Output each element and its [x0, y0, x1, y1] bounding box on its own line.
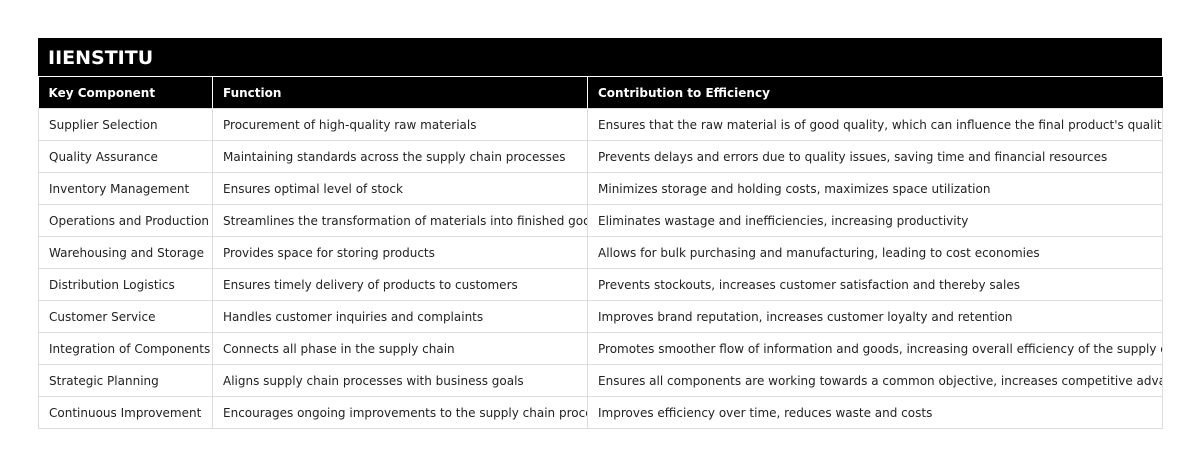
table-cell: Ensures optimal level of stock [212, 172, 588, 205]
table-row: Integration of Components Connects all ph… [38, 332, 1163, 365]
table-row: Supplier Selection Procurement of high-qu… [38, 108, 1163, 141]
table-cell: Strategic Planning [38, 364, 213, 397]
table: Key Component Function Contribution to Eff… [38, 77, 1163, 429]
table-row: Warehousing and Storage Provides space fo… [38, 236, 1163, 269]
table-cell: Inventory Management [38, 172, 213, 205]
table-cell: Streamlines the transformation of materi… [212, 204, 588, 237]
table-cell: Procurement of high-quality raw material… [212, 108, 588, 141]
table-cell: Handles customer inquiries and complaint… [212, 300, 588, 333]
table-cell: Operations and Production [38, 204, 213, 237]
table-cell: Minimizes storage and holding costs, max… [587, 172, 1163, 205]
table-row: Strategic Planning Aligns supply chain pr… [38, 364, 1163, 397]
table-card: IIENSTITU Key Component Function Contribut… [38, 38, 1163, 429]
table-cell: Provides space for storing products [212, 236, 588, 269]
table-cell: Quality Assurance [38, 140, 213, 173]
table-row: Distribution Logistics Ensures timely del… [38, 268, 1163, 301]
table-cell: Improves efficiency over time, reduces w… [587, 396, 1163, 429]
table-cell: Warehousing and Storage [38, 236, 213, 269]
table-cell: Customer Service [38, 300, 213, 333]
table-row: Customer Service Handles customer inquiri… [38, 300, 1163, 333]
table-row: Inventory Management Ensures optimal leve… [38, 172, 1163, 205]
table-cell: Improves brand reputation, increases cus… [587, 300, 1163, 333]
table-cell: Allows for bulk purchasing and manufactu… [587, 236, 1163, 269]
table-row: Operations and Production Streamlines the… [38, 204, 1163, 237]
table-cell: Connects all phase in the supply chain [212, 332, 588, 365]
table-cell: Promotes smoother flow of information an… [587, 332, 1163, 365]
brand: IIENSTITU [38, 38, 1162, 77]
table-cell: Ensures that the raw material is of good… [587, 108, 1163, 141]
table-cell: Maintaining standards across the supply … [212, 140, 588, 173]
table-cell: Supplier Selection [38, 108, 213, 141]
column-header: Key Component [38, 77, 213, 109]
table-cell: Integration of Components [38, 332, 213, 365]
table-cell: Aligns supply chain processes with busin… [212, 364, 588, 397]
column-header: Contribution to Efficiency [587, 77, 1163, 109]
column-header: Function [212, 77, 588, 109]
table-cell: Encourages ongoing improvements to the s… [212, 396, 588, 429]
table-body: Supplier Selection Procurement of high-qu… [38, 108, 1163, 429]
table-row: Quality Assurance Maintaining standards a… [38, 140, 1163, 173]
table-row: Continuous Improvement Encourages ongoing… [38, 396, 1163, 429]
table-cell: Prevents stockouts, increases customer s… [587, 268, 1163, 301]
table-cell: Distribution Logistics [38, 268, 213, 301]
table-cell: Eliminates wastage and inefficiencies, i… [587, 204, 1163, 237]
table-cell: Prevents delays and errors due to qualit… [587, 140, 1163, 173]
table-cell: Ensures timely delivery of products to c… [212, 268, 588, 301]
header-row: Key Component Function Contribution to Eff… [38, 77, 1163, 109]
table-cell: Continuous Improvement [38, 396, 213, 429]
table-cell: Ensures all components are working towar… [587, 364, 1163, 397]
